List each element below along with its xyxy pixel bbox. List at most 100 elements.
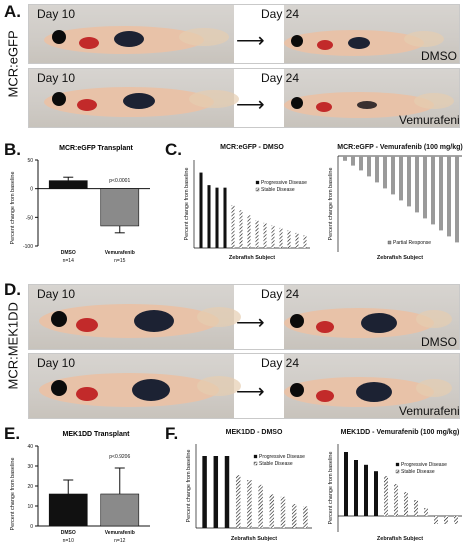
waterfall-bar [247,215,251,248]
waterfall-bar [375,156,379,183]
y-tick-label: 50 [27,158,33,164]
waterfall-bar [439,156,443,231]
chart-f-right: MEK1DD - Vemurafenib (100 mg/kg) Percent … [328,429,462,542]
legend-label: Progressive Disease [401,462,447,468]
photo-row-a1: Day 10 Day 24 ⟶ DMSO [28,4,460,64]
waterfall-bar [404,492,408,516]
day-label: Day 24 [261,287,300,301]
legend-swatch [253,454,258,459]
bar [48,493,88,527]
side-label-d: MCR:MEK1DD [5,302,21,390]
chart-f: MEK1DD - DMSO Percent change from baselin… [186,429,462,542]
legend-label: Progressive Disease [259,454,305,460]
waterfall-bar [455,156,459,243]
waterfall-bar [364,464,368,516]
chart-c-left: MCR:eGFP - DMSO Percent change from basel… [184,144,310,261]
day-label: Day 24 [261,7,300,21]
waterfall-bar [454,516,458,524]
y-axis-label: Percent change from baseline [328,167,334,240]
y-axis-label: Percent change from baseline [186,449,192,522]
n-label: n=10 [63,538,74,544]
day-label: Day 24 [261,71,300,85]
right-arrow-icon: ⟶ [236,94,265,116]
chart-b-marks: 50 0 -50 -100 DMSO n=14 Vemurafenib n=15 p<0.000… [23,158,150,264]
waterfall-bar [207,185,211,248]
legend-label: Progressive Disease [261,180,307,186]
waterfall-bar [414,500,418,516]
chart-e: MEK1DD Transplant Percent change from ba… [10,431,150,544]
panel-letter-f: F. [165,424,179,443]
waterfall-bar [295,232,299,248]
waterfall-bar [384,476,388,516]
y-axis-label: Percent change from baseline [184,167,190,240]
chart-e-marks: 40 30 20 10 0 DMSO n=10 Vemurafenib n=12 p<0.9206 [27,444,150,544]
waterfall-bar [354,460,358,516]
waterfall-bar [247,480,252,528]
chart-title: MCR:eGFP - DMSO [220,144,284,151]
legend-label: Stable Disease [259,461,293,467]
waterfall-bar [223,187,227,248]
x-axis-label: Zebrafish Subject [231,536,277,542]
chart-f-left: MEK1DD - DMSO Percent change from baselin… [186,429,312,542]
chart-c: MCR:eGFP - DMSO Percent change from basel… [184,144,463,261]
x-axis-label: Zebrafish Subject [229,255,275,261]
panel-letter-d: D. [4,280,21,299]
zebrafish-image [44,26,444,56]
waterfall-bar [287,230,291,248]
x-tick-label: Vemurafenib [105,530,135,536]
zebrafish-image [44,87,454,118]
y-axis-label: Percent change from baseline [10,457,16,530]
x-tick-label: DMSO [61,250,76,256]
y-tick-label: 10 [27,504,33,510]
x-tick-label: Vemurafenib [105,250,135,256]
photo-row-d2: Day 10 Day 24 ⟶ Vemurafenib [28,353,460,419]
waterfall-bar [231,205,235,248]
right-arrow-icon: ⟶ [236,30,265,52]
waterfall-bar [279,227,283,248]
waterfall-bar [391,156,395,195]
panel-letter-c: C. [165,140,182,159]
y-tick-label: 30 [27,464,33,470]
chart-title: MCR:eGFP - Vemurafenib (100 mg/kg) [337,144,463,151]
waterfall-bar [202,456,207,528]
panel-letter-a: A. [4,2,21,21]
chart-title: MEK1DD - Vemurafenib (100 mg/kg) [341,429,460,436]
legend-swatch [255,180,260,185]
chart-title: MCR:eGFP Transplant [59,145,133,152]
waterfall-bar [215,187,219,248]
waterfall-bar [447,156,451,237]
y-tick-label: 20 [27,484,33,490]
waterfall-bar [431,156,435,225]
p-value: p<0.9206 [109,454,130,460]
n-label: n=15 [114,258,125,264]
x-axis-label: Zebrafish Subject [377,536,423,542]
waterfall-bar [213,456,219,528]
panel-letter-b: B. [4,140,21,159]
waterfall-bar [407,156,411,207]
waterfall-bar [444,516,448,524]
waterfall-bar [399,156,403,201]
chart-title: MEK1DD - DMSO [226,429,283,436]
waterfall-bar [224,456,230,528]
legend-swatch [395,462,400,467]
waterfall-bar [255,220,259,248]
waterfall-bar [374,471,378,516]
waterfall-bar [434,516,438,524]
waterfall-bar [383,156,387,189]
chart-b: MCR:eGFP Transplant Percent change from … [10,145,150,264]
photo-row-a2: Day 10 Day 24 ⟶ Vemurafenib [28,68,460,128]
waterfall-bar [263,222,267,248]
day-label: Day 10 [37,7,76,21]
p-value: p<0.0001 [109,178,130,184]
right-arrow-icon: ⟶ [236,312,265,334]
waterfall-bar [367,156,371,177]
photo-row-d1: Day 10 Day 24 ⟶ DMSO [28,284,460,350]
treatment-label: Vemurafenib [399,404,460,418]
waterfall-bar [199,172,203,248]
bar [100,493,140,527]
waterfall-bar [280,496,286,528]
waterfall-bar [291,504,297,528]
waterfall-bar [424,508,428,516]
waterfall-bar [258,484,263,528]
treatment-label: Vemurafenib [399,113,460,127]
